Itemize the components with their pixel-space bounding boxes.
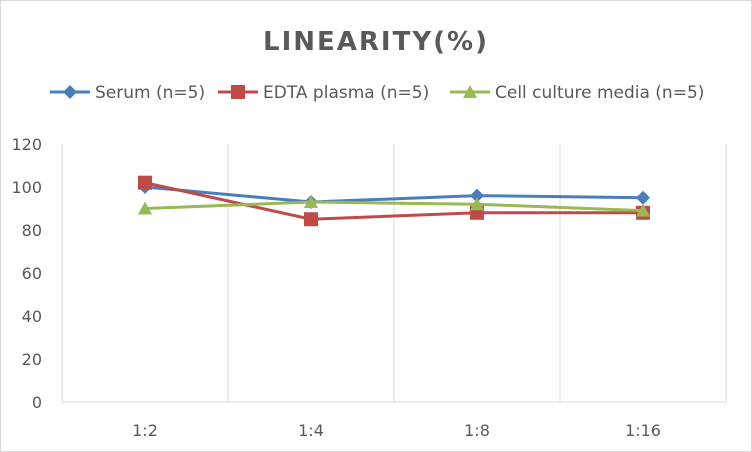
- y-tick-label: 20: [22, 350, 42, 369]
- series-line: [144, 185, 644, 204]
- triangle-marker: [636, 203, 650, 217]
- y-tick-label: 100: [11, 178, 42, 197]
- square-marker: [304, 212, 318, 227]
- legend-label: Serum (n=5): [95, 83, 205, 103]
- x-tick-label: 1:4: [298, 421, 324, 440]
- triangle-marker: [138, 201, 152, 215]
- diamond-marker: [636, 190, 650, 205]
- y-tick-label: 60: [22, 264, 42, 283]
- series-2: [138, 195, 650, 217]
- triangle-marker: [304, 195, 318, 209]
- x-tick-label: 1:16: [625, 421, 661, 440]
- diamond-marker: [63, 85, 77, 99]
- chart-title: LINEARITY(%): [263, 27, 489, 57]
- series-line: [144, 200, 644, 213]
- square-marker: [231, 85, 245, 99]
- diamond-marker: [470, 188, 484, 203]
- y-tick-label: 120: [11, 135, 42, 154]
- legend-label: EDTA plasma (n=5): [263, 83, 429, 103]
- triangle-marker: [470, 197, 484, 211]
- y-tick-label: 80: [22, 221, 42, 240]
- legend: Serum (n=5) EDTA plasma (n=5) Cell culture…: [50, 83, 704, 103]
- legend-label: Cell culture media (n=5): [495, 83, 704, 103]
- triangle-marker: [463, 85, 477, 98]
- x-tick-label: 1:8: [464, 421, 490, 440]
- y-tick-label: 0: [32, 393, 42, 412]
- series-line: [144, 181, 643, 221]
- y-tick-label: 40: [22, 307, 42, 326]
- square-marker: [138, 175, 152, 190]
- legend-item: EDTA plasma (n=5): [218, 83, 429, 103]
- legend-item: Cell culture media (n=5): [450, 83, 704, 103]
- legend-item: Serum (n=5): [50, 83, 205, 103]
- x-tick-label: 1:2: [132, 421, 158, 440]
